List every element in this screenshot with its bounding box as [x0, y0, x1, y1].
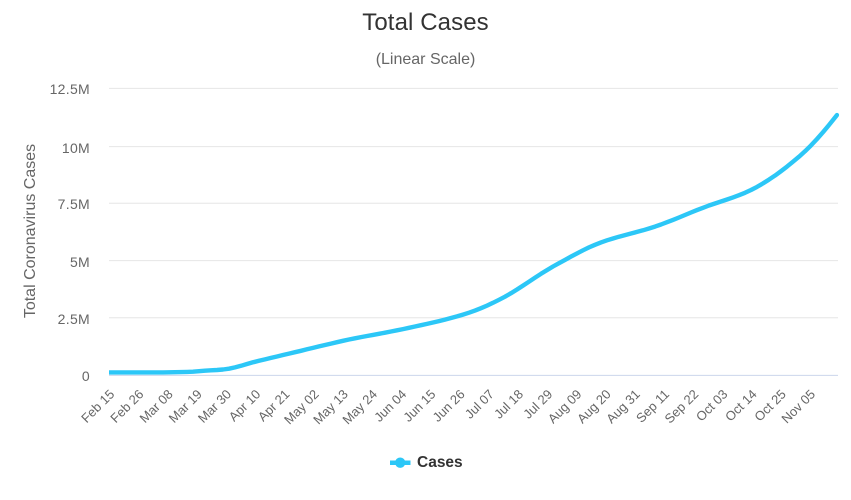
- svg-text:Aug 31: Aug 31: [603, 387, 643, 427]
- svg-text:Mar 30: Mar 30: [195, 387, 234, 426]
- svg-text:Oct 14: Oct 14: [722, 387, 760, 425]
- svg-text:Jul 18: Jul 18: [491, 387, 526, 422]
- svg-text:Jun 04: Jun 04: [371, 387, 409, 425]
- svg-text:Nov 05: Nov 05: [778, 387, 818, 427]
- svg-text:Apr 10: Apr 10: [226, 387, 264, 425]
- svg-text:Sep 22: Sep 22: [662, 387, 702, 427]
- svg-text:Jul 07: Jul 07: [462, 387, 497, 422]
- svg-text:Jun 15: Jun 15: [400, 387, 438, 425]
- svg-text:Jun 26: Jun 26: [430, 387, 468, 425]
- svg-text:Oct 03: Oct 03: [693, 387, 731, 425]
